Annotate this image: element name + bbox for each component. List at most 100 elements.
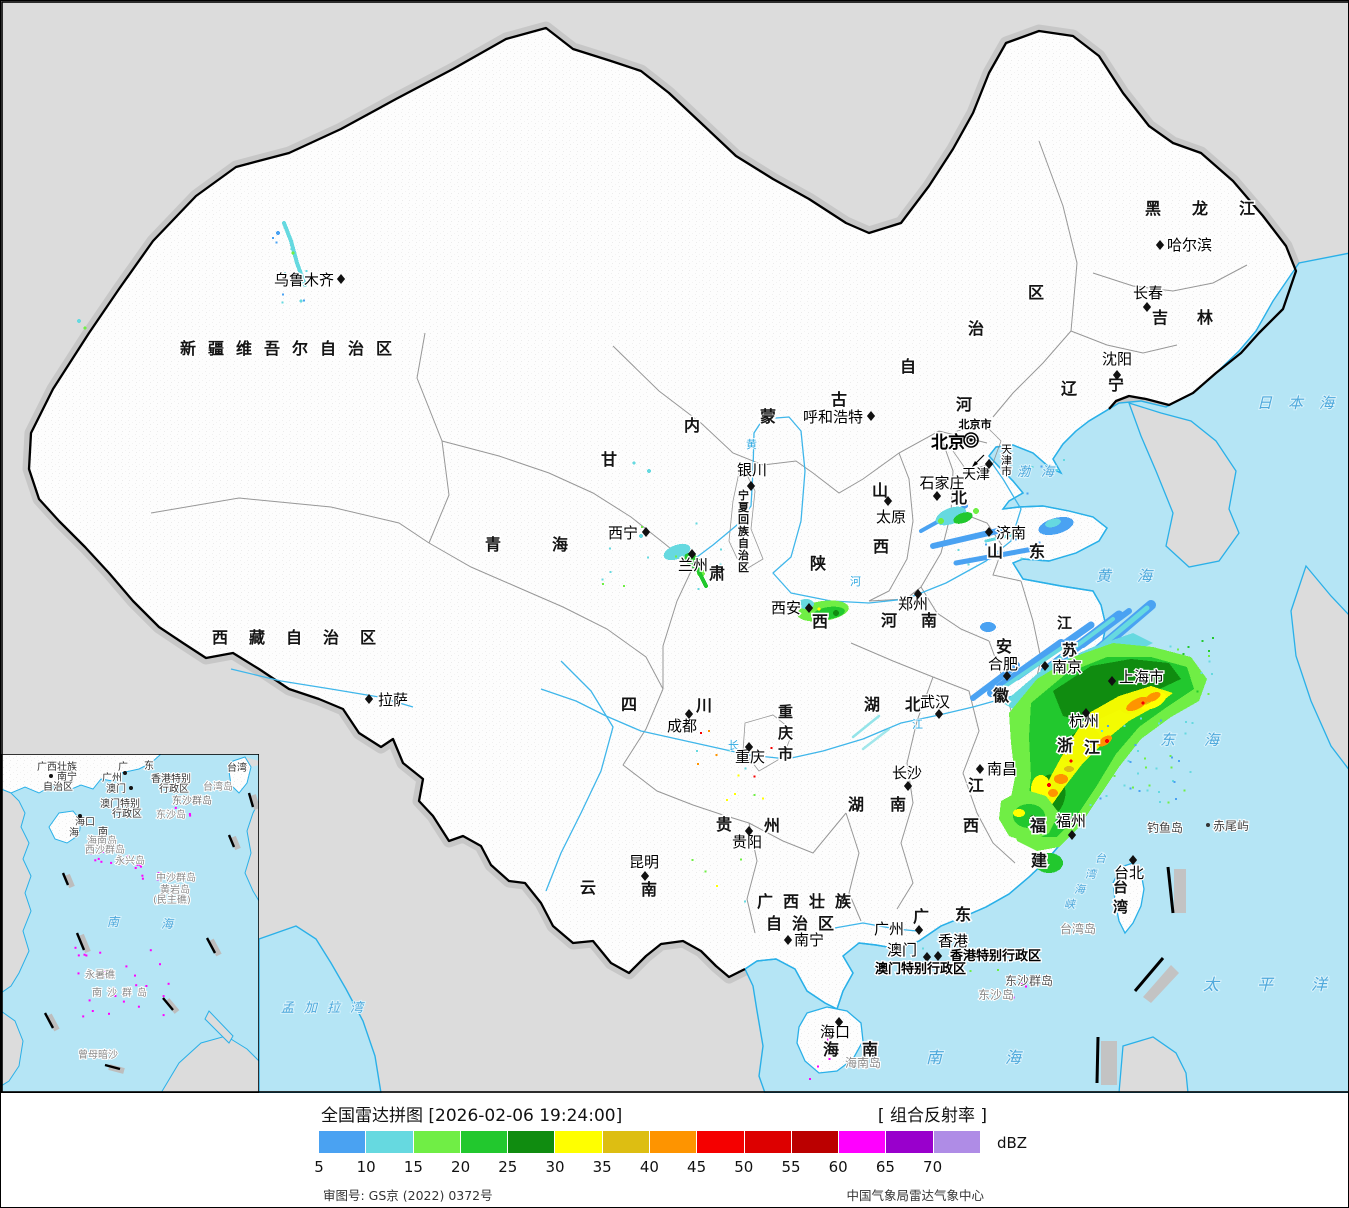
map-label: 辽 (1061, 379, 1078, 398)
map-label: 乌鲁木齐 (274, 271, 334, 289)
map-label: 哈尔滨 (1167, 236, 1212, 254)
map-label: 长 (728, 739, 739, 752)
map-label: 黄岩岛 (160, 883, 190, 896)
map-label: 南京 (1052, 658, 1082, 676)
city-marker (866, 411, 876, 421)
map-label: 台湾岛 (203, 780, 233, 793)
chiweiyu-dot (1206, 823, 1210, 827)
map-label: 东沙群岛 (1005, 973, 1053, 988)
map-label: 古 (831, 390, 847, 409)
colorbar-tick: 55 (781, 1158, 801, 1176)
map-label: 湖南 (848, 795, 932, 814)
map-label: 济南 (996, 524, 1026, 542)
city-marker (1128, 855, 1138, 865)
map-label: 广 (118, 761, 128, 773)
colorbar-cell (460, 1131, 509, 1153)
map-label: 南宁 (794, 931, 824, 949)
colorbar-cell (413, 1131, 461, 1153)
city-marker (1107, 676, 1117, 686)
city-marker (1155, 240, 1165, 250)
map-label: 福 (1029, 816, 1046, 835)
colorbar-cell (508, 1131, 556, 1153)
map-label: 西 (873, 537, 889, 556)
map-label: 钓鱼岛 (1147, 820, 1183, 835)
map-label: 澳门 (106, 782, 126, 795)
map-label: 台 (1095, 852, 1107, 865)
map-label: 北京 (931, 432, 965, 453)
colorbar-cell (366, 1131, 414, 1153)
map-label: 东海 (1160, 731, 1248, 749)
map-label: 长春 (1133, 284, 1163, 302)
map-label: 湖北 (864, 695, 946, 714)
map-label: (民主礁) (153, 893, 191, 906)
map-label: 新疆维吾尔自治区 (180, 339, 404, 358)
hainan-island (796, 1006, 864, 1074)
colorbar-cell (744, 1131, 792, 1153)
map-label: 河 (850, 575, 861, 588)
colorbar-cell (649, 1131, 698, 1153)
city-marker (934, 709, 944, 719)
map-label: 石家庄 (919, 474, 964, 492)
map-label: 渤海 (1017, 465, 1065, 480)
map-label: 北京市 (959, 417, 992, 431)
city-marker (903, 781, 913, 791)
colorbar-cell (697, 1131, 745, 1153)
map-label: 赤尾屿 (1213, 819, 1249, 833)
map-label: 行政区 (159, 782, 189, 795)
map-label: 广西壮族 (757, 892, 861, 911)
yarlung-river (230, 668, 414, 708)
map-label: 香港特别行政区 (949, 948, 1041, 964)
map-label: 重庆市 (778, 703, 793, 763)
colorbar-cell (555, 1131, 603, 1153)
map-label: 上海市 (1119, 668, 1164, 686)
city-marker (932, 491, 942, 501)
city-marker (684, 709, 694, 719)
pearl-river (828, 922, 918, 932)
city-marker (641, 527, 651, 537)
map-label: 合肥 (988, 655, 1018, 673)
map-label: 南 (107, 915, 121, 929)
map-label: 峡 (1064, 898, 1077, 911)
colorbar-tick: 25 (498, 1158, 518, 1176)
map-label: 天津市 (1001, 443, 1012, 478)
map-label: 武汉 (920, 693, 950, 711)
map-license: 审图号: GS京 (2022) 0372号 (323, 1188, 493, 1203)
map-label: 东 (955, 905, 971, 924)
map-label: 长沙 (892, 764, 922, 782)
map-label: 青海 (485, 535, 619, 554)
map-label: 广州 (102, 772, 122, 784)
map-label: 日本海 (1257, 394, 1349, 412)
map-label: 宁 (1108, 375, 1124, 394)
map-label: 河南 (881, 611, 961, 630)
map-label: 郑州 (898, 595, 928, 613)
taiwan-island (1112, 862, 1145, 935)
map-label: 银川 (737, 461, 767, 479)
map-label: 海口 (820, 1023, 850, 1041)
colorbar-tick: 5 (314, 1158, 324, 1176)
map-label: 海南岛 (845, 1055, 881, 1070)
city-marker (933, 951, 943, 961)
colorbar-tick: 65 (875, 1158, 895, 1176)
map-label: 香港特别 (151, 773, 191, 785)
map-area: 黄河长江 日本海 渤海 黄海 东海 南海 太平洋 孟加拉湾台湾海峡 新疆维吾尔自治区 西藏自治… (1, 1, 1349, 1094)
map-label: 川 (695, 696, 712, 715)
map-label: 黄海 (1096, 567, 1178, 585)
city-marker (364, 694, 374, 704)
city-marker (1112, 370, 1122, 380)
colorbar-tick: 10 (356, 1158, 376, 1176)
map-label: 江 (912, 718, 923, 731)
map-label: 自 (900, 357, 916, 376)
map-label: 广州 (874, 920, 904, 938)
map-label: 太原 (876, 508, 906, 526)
korea-peninsula (1127, 401, 1240, 568)
map-label: 海口 (75, 815, 95, 828)
map-label: 广 (913, 907, 929, 926)
map-label: 永暑礁 (85, 968, 115, 981)
city-marker (1067, 830, 1077, 840)
map-label: 自治区 (766, 914, 844, 933)
credit-label: 中国气象局雷达气象中心 (846, 1188, 984, 1203)
map-label: 四 (621, 695, 637, 714)
